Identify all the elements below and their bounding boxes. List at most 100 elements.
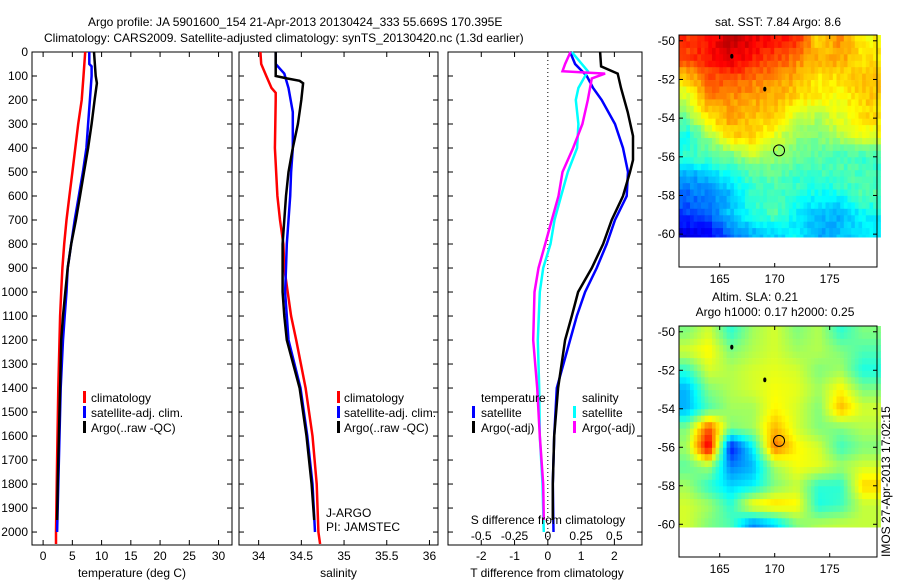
- heatmap-cell: [733, 86, 738, 94]
- heatmap-cell: [715, 415, 720, 423]
- heatmap-cell: [690, 150, 695, 158]
- heatmap-cell: [752, 67, 757, 74]
- heatmap-cell: [719, 35, 724, 42]
- heatmap-cell: [704, 345, 709, 352]
- heatmap-cell: [788, 441, 793, 449]
- heatmap-cell: [785, 460, 790, 468]
- heatmap-cell: [744, 99, 749, 107]
- heatmap-cell: [712, 332, 717, 340]
- heatmap-cell: [723, 518, 728, 526]
- heatmap-cell: [697, 422, 702, 429]
- heatmap-cell: [803, 157, 808, 165]
- heatmap-cell: [792, 370, 797, 378]
- heatmap-cell: [825, 105, 830, 113]
- heatmap-cell: [854, 118, 859, 126]
- y-tick-label: 2000: [1, 525, 28, 539]
- heatmap-cell: [803, 163, 808, 171]
- heatmap-cell: [832, 383, 837, 391]
- heatmap-cell: [733, 170, 738, 177]
- heatmap-cell: [719, 150, 724, 158]
- heatmap-cell: [701, 99, 706, 107]
- heatmap-cell: [862, 435, 867, 442]
- heatmap-cell: [854, 86, 859, 94]
- heatmap-cell: [829, 195, 834, 203]
- heatmap-cell: [803, 189, 808, 197]
- heatmap-cell: [840, 170, 845, 177]
- heatmap-cell: [686, 428, 691, 436]
- heatmap-cell: [792, 364, 797, 372]
- heatmap-cell: [854, 189, 859, 197]
- heatmap-cell: [755, 396, 760, 404]
- heatmap-cell: [847, 345, 852, 352]
- heatmap-cell: [697, 479, 702, 487]
- heatmap-cell: [763, 163, 768, 171]
- heatmap-cell: [741, 479, 746, 487]
- heatmap-cell: [851, 118, 856, 126]
- heatmap-cell: [803, 524, 808, 528]
- heatmap-cell: [686, 377, 691, 385]
- heatmap-cell: [814, 157, 819, 165]
- heatmap-cell: [719, 125, 724, 132]
- heatmap-cell: [836, 326, 841, 333]
- heatmap-cell: [777, 138, 782, 145]
- heatmap-cell: [741, 157, 746, 165]
- heatmap-cell: [704, 131, 709, 139]
- heatmap-cell: [697, 338, 702, 346]
- heatmap-cell: [719, 518, 724, 526]
- heatmap-cell: [803, 54, 808, 62]
- heatmap-cell: [858, 492, 863, 500]
- heatmap-cell: [781, 460, 786, 468]
- heatmap-cell: [730, 73, 735, 81]
- heatmap-cell: [847, 99, 852, 107]
- heatmap-cell: [832, 428, 837, 436]
- heatmap-cell: [832, 118, 837, 126]
- heatmap-cell: [755, 131, 760, 139]
- heatmap-cell: [825, 86, 830, 94]
- heatmap-cell: [840, 473, 845, 481]
- heatmap-cell: [807, 125, 812, 132]
- heatmap-cell: [840, 377, 845, 385]
- heatmap-cell: [785, 176, 790, 184]
- heatmap-cell: [836, 73, 841, 81]
- heatmap-cell: [876, 67, 881, 74]
- heatmap-cell: [781, 390, 786, 397]
- heatmap-cell: [788, 409, 793, 417]
- heatmap-cell: [829, 131, 834, 139]
- heatmap-cell: [752, 492, 757, 500]
- heatmap-cell: [777, 422, 782, 429]
- heatmap-cell: [766, 409, 771, 417]
- heatmap-cell: [719, 54, 724, 62]
- heatmap-cell: [748, 189, 753, 197]
- heatmap-cell: [697, 332, 702, 340]
- heatmap-cell: [697, 202, 702, 210]
- heatmap-cell: [697, 383, 702, 391]
- heatmap-cell: [876, 377, 881, 385]
- heatmap-cell: [741, 80, 746, 87]
- heatmap-cell: [865, 358, 870, 365]
- heatmap-cell: [818, 505, 823, 513]
- heatmap-cell: [704, 454, 709, 461]
- heatmap-cell: [803, 409, 808, 417]
- heatmap-cell: [847, 402, 852, 410]
- heatmap-cell: [737, 370, 742, 378]
- heatmap-cell: [832, 332, 837, 340]
- heatmap-cell: [712, 370, 717, 378]
- heatmap-cell: [821, 125, 826, 132]
- heatmap-cell: [818, 73, 823, 81]
- heatmap-cell: [763, 422, 768, 429]
- heatmap-cell: [686, 67, 691, 74]
- heatmap-cell: [818, 422, 823, 429]
- heatmap-cell: [788, 150, 793, 158]
- heatmap-cell: [679, 112, 684, 120]
- heatmap-cell: [818, 221, 823, 229]
- heatmap-cell: [843, 54, 848, 62]
- heatmap-cell: [726, 176, 731, 184]
- heatmap-cell: [748, 35, 753, 42]
- heatmap-cell: [847, 150, 852, 158]
- heatmap-cell: [818, 80, 823, 87]
- heatmap-cell: [697, 215, 702, 223]
- heatmap-cell: [781, 358, 786, 365]
- heatmap-cell: [730, 396, 735, 404]
- heatmap-cell: [876, 402, 881, 410]
- heatmap-cell: [843, 144, 848, 152]
